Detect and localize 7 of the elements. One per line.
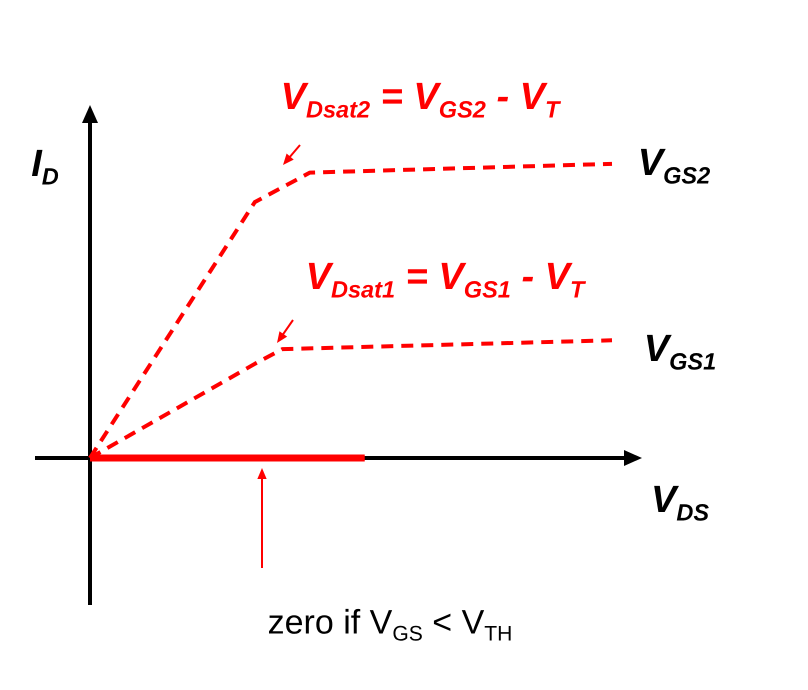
text: zero if V$_{GS}$ < V$_{TH}$ xyxy=(268,603,512,646)
annotation: V$_{Dsat1}$ = V$_{GS1}$ - V$_{T}$ xyxy=(306,256,584,302)
x-axis-title: V$_{DS}$ xyxy=(650,479,710,526)
text: V$_{Dsat2}$ = V$_{GS2}$ - V$_{T}$ xyxy=(280,76,560,122)
series-label: V$_{GS1}$ xyxy=(644,328,716,375)
y-axis-title: I$_{D}$ xyxy=(31,143,59,190)
series-label: V$_{GS2}$ xyxy=(638,142,710,188)
